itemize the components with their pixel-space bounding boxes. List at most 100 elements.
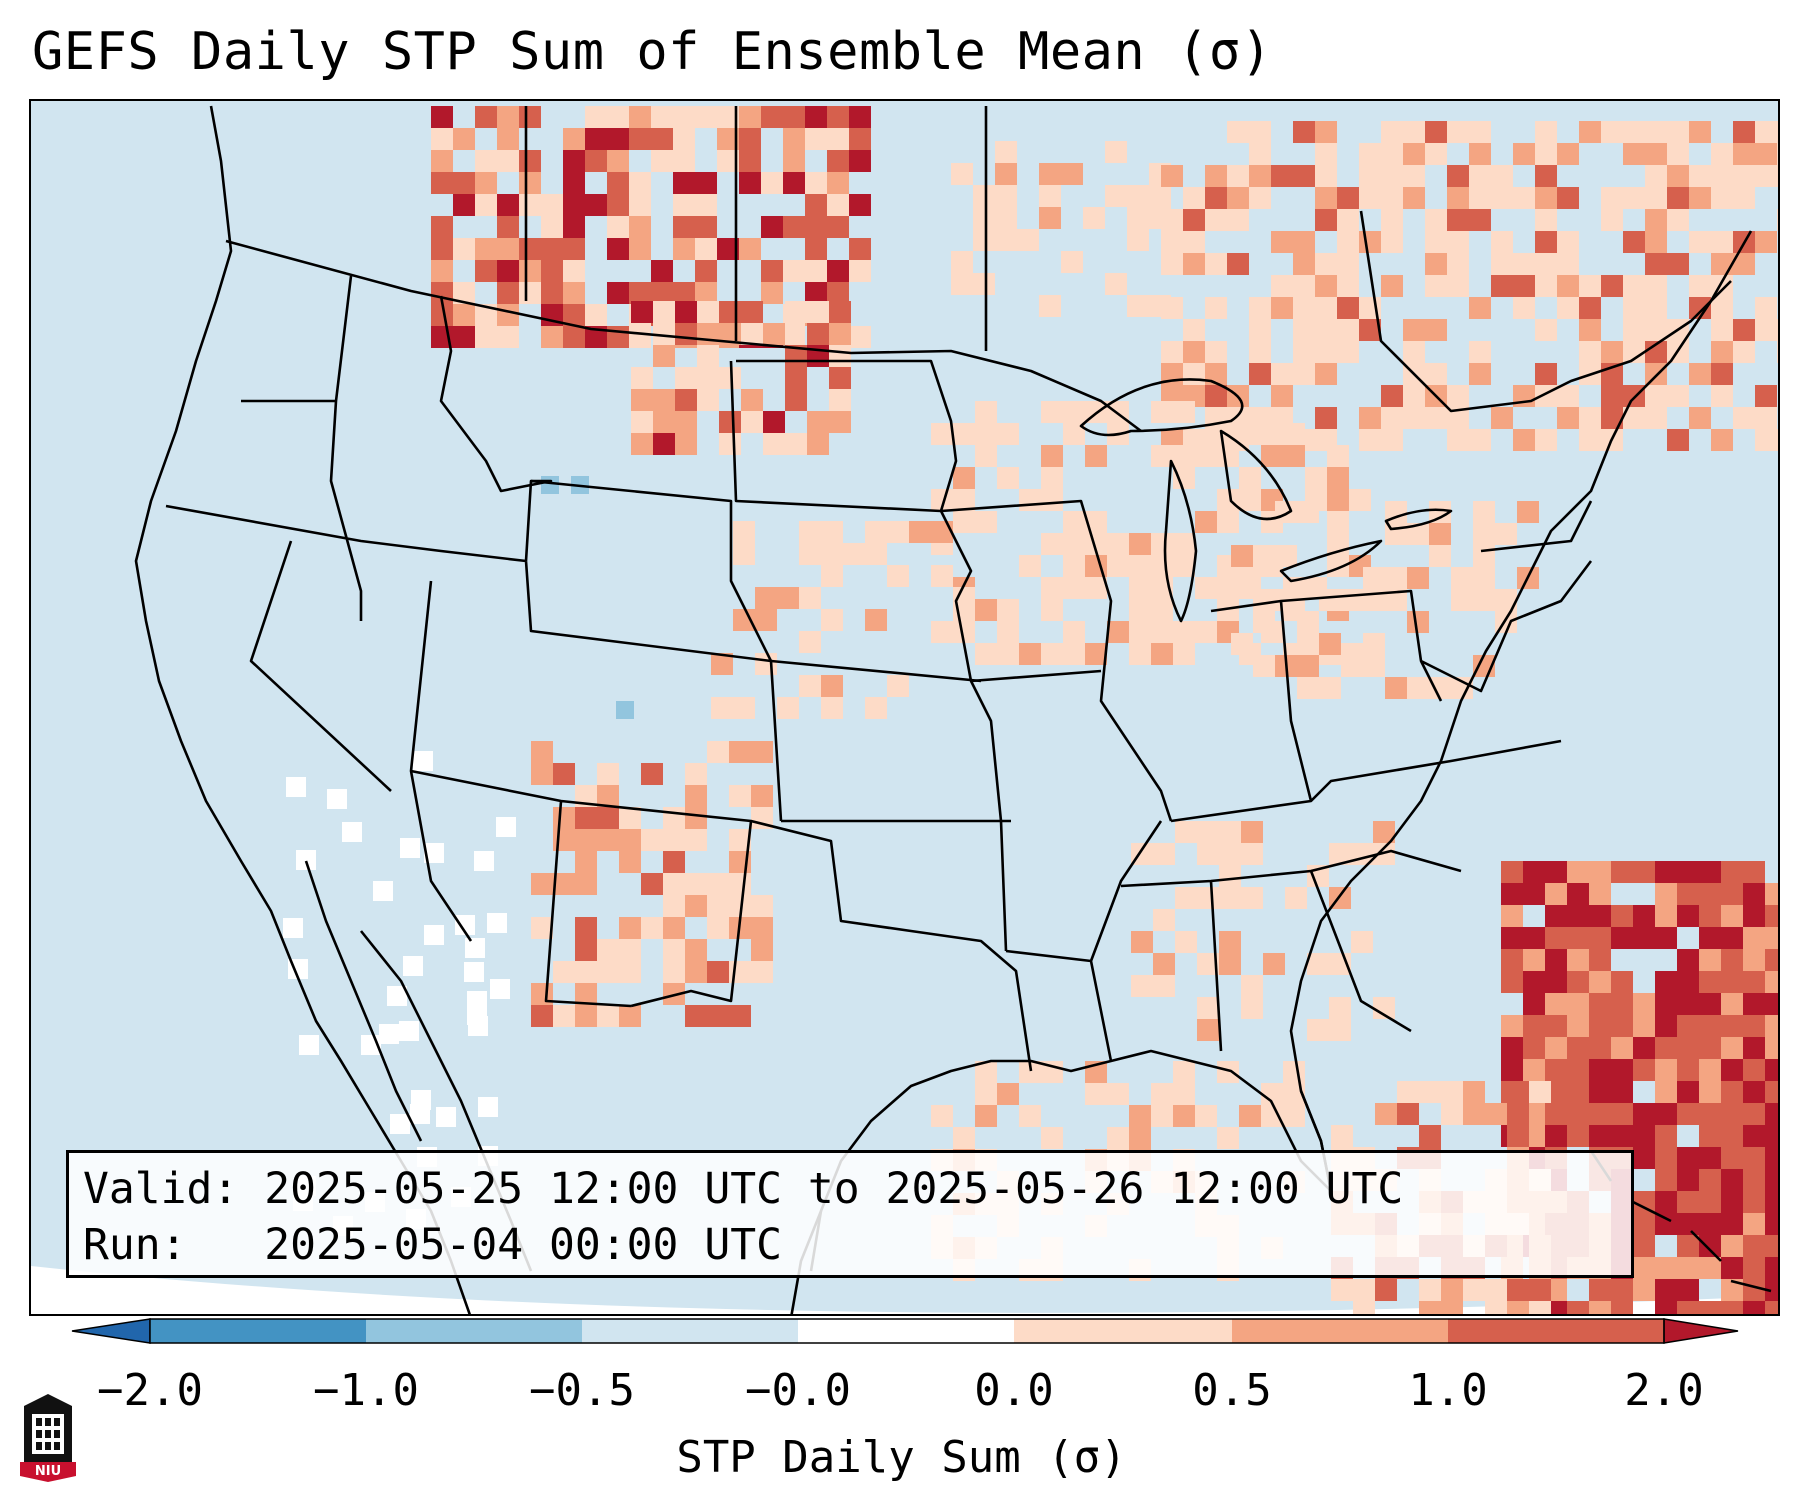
colorbar-extend-max [1663,1318,1739,1344]
anomaly-cell [685,873,707,895]
anomaly-cell [1579,319,1601,341]
anomaly-cell [1633,1213,1655,1235]
anomaly-cell [675,367,697,389]
anomaly-cell [1297,655,1319,677]
anomaly-cell [1611,1301,1633,1314]
anomaly-cell [849,128,871,150]
anomaly-cell [541,282,563,304]
anomaly-cell [1293,231,1315,253]
anomaly-cell [1579,275,1601,297]
anomaly-cell [1403,143,1425,165]
anomaly-cell [1633,927,1655,949]
anomaly-cell [575,961,597,983]
anomaly-cell [673,238,695,260]
anomaly-cell [1019,489,1041,511]
anomaly-cell [1403,319,1425,341]
anomaly-cell [707,961,729,983]
anomaly-cell [1337,187,1359,209]
anomaly-cell [1227,209,1249,231]
anomaly-cell [763,411,785,433]
anomaly-cell [431,238,453,260]
anomaly-cell [1085,445,1107,467]
anomaly-cell [1721,1235,1743,1257]
anomaly-cell [585,326,607,348]
anomaly-cell [729,829,751,851]
anomaly-cell [607,326,629,348]
anomaly-cell [1699,949,1721,971]
anomaly-cell [1275,545,1297,567]
anomaly-cell [1611,927,1633,949]
anomaly-cell [1721,1103,1743,1125]
anomaly-cell [1403,385,1425,407]
anomaly-cell [1655,993,1677,1015]
run-time: 2025-05-04 00:00 UTC [264,1220,782,1270]
anomaly-cell [1107,1083,1129,1105]
anomaly-cell [531,763,553,785]
anomaly-cell [1743,1037,1765,1059]
anomaly-cell [1677,949,1699,971]
anomaly-cell [1231,545,1253,567]
anomaly-cell [1689,407,1711,429]
anomaly-cell [761,106,783,128]
anomaly-cell [1217,577,1239,599]
anomaly-cell [1699,905,1721,927]
anomaly-cell [1645,385,1667,407]
anomaly-cell [1523,1059,1545,1081]
anomaly-cell [973,273,995,295]
atlantic-coastline [1289,230,1753,1192]
anomaly-cell [653,301,675,323]
anomaly-cell [1777,121,1778,143]
anomaly-cell [1721,1301,1743,1314]
anomaly-cell [1271,275,1293,297]
anomaly-cell [1063,555,1085,577]
anomaly-cell [1645,319,1667,341]
anomaly-cell [755,653,777,675]
anomaly-cell [1589,1279,1611,1301]
anomaly-cell [1567,861,1589,883]
anomaly-cell [1153,975,1175,997]
anomaly-cell [697,345,719,367]
anomaly-cell [1689,363,1711,385]
anomaly-cell [1743,1301,1765,1314]
anomaly-cell [1765,1191,1778,1213]
anomaly-cell [1381,407,1403,429]
anomaly-cell [829,345,851,367]
anomaly-cell-neutral [474,851,494,871]
anomaly-cell [1315,275,1337,297]
anomaly-cell [1557,407,1579,429]
anomaly-cell [1293,297,1315,319]
anomaly-cell [1219,931,1241,953]
anomaly-cell [827,194,849,216]
anomaly-cell [1285,887,1307,909]
anomaly-cell [1153,843,1175,865]
anomaly-cell [685,763,707,785]
anomaly-cell [805,172,827,194]
anomaly-cell [1085,1083,1107,1105]
anomaly-cell [1315,143,1337,165]
anomaly-cell [1315,297,1337,319]
anomaly-cell [1721,1279,1743,1301]
anomaly-cell [1205,253,1227,275]
anomaly-cell [1567,1081,1589,1103]
anomaly-cell [1645,275,1667,297]
anomaly-cell [531,917,553,939]
anomaly-cell [1315,209,1337,231]
anomaly-cell [729,1005,751,1027]
anomaly-cell [1567,971,1589,993]
anomaly-cell [865,521,887,543]
anomaly-cell [829,389,851,411]
anomaly-cell [1743,1081,1765,1103]
anomaly-cell [1755,319,1777,341]
anomaly-cell [1129,1105,1151,1127]
anomaly-cell [707,895,729,917]
anomaly-cell [497,304,519,326]
anomaly-cell [1173,467,1195,489]
anomaly-cell [1513,429,1535,451]
anomaly-cell [1633,1191,1655,1213]
anomaly-cell [1689,121,1711,143]
anomaly-cell [777,697,799,719]
anomaly-cell [1765,1081,1778,1103]
anomaly-cell [741,411,763,433]
anomaly-cell [1733,187,1755,209]
anomaly-cell [1589,1301,1611,1314]
